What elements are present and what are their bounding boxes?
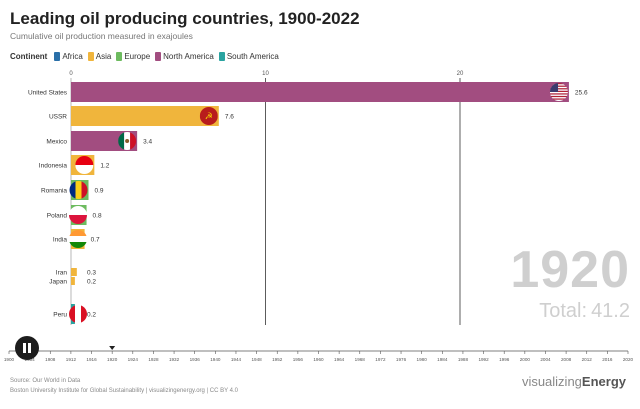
legend-swatch [87,52,94,61]
timeline-year-label: 2016 [602,357,613,362]
timeline-year-label: 1996 [499,357,510,362]
timeline-year-label: 1932 [169,357,180,362]
timeline-handle[interactable] [109,346,116,350]
legend-title: Continent [10,52,48,61]
legend-swatch [116,52,123,61]
value-label: 7.6 [225,114,234,121]
timeline-year-label: 1972 [375,357,386,362]
timeline-year-label: 2012 [582,357,593,362]
category-label: India [53,237,67,244]
timeline-year-label: 1960 [313,357,324,362]
legend-swatch [218,52,225,61]
category-label: Iran [56,270,68,277]
timeline-year-label: 1912 [66,357,77,362]
legend-swatch [155,52,162,61]
legend-label: South America [226,52,279,61]
ussr-flag-icon: ☭ [199,107,218,125]
legend-label: Europe [124,52,151,61]
current-year-display: 1920 [510,241,630,299]
timeline-year-label: 1908 [45,357,56,362]
romania-flag-icon [69,181,88,199]
value-label: 25.6 [575,90,588,97]
india-flag-icon [69,230,87,248]
mexico-flag-icon [118,132,137,150]
value-label: 3.4 [143,139,152,146]
indonesia-flag-icon [75,156,94,174]
chart-title: Leading oil producing countries, 1900-20… [10,9,360,28]
value-label: 1.2 [100,163,109,170]
brand-logo: visualizingEnergy [522,374,626,389]
timeline-year-label: 2004 [540,357,551,362]
legend: Continent Africa Asia Europe North Ameri… [10,52,284,61]
value-label: 0.2 [87,279,96,286]
bar-united-states [71,82,569,102]
total-label: Total: [539,300,588,322]
category-label: United States [28,90,68,97]
legend-item-africa[interactable]: Africa [54,52,83,61]
category-label: Peru [53,312,67,319]
pause-icon-bar [28,343,31,353]
legend-label: Africa [62,52,83,61]
category-label: Poland [47,213,68,220]
legend-item-north-america[interactable]: North America [155,52,214,61]
legend-label: North America [163,52,214,61]
timeline-year-label: 2000 [520,357,531,362]
legend-swatch [54,52,61,61]
timeline-year-label: 1992 [478,357,489,362]
timeline-year-label: 1964 [334,357,345,362]
timeline-year-label: 1924 [128,357,139,362]
legend-item-asia[interactable]: Asia [87,52,112,61]
x-tick-label: 0 [69,71,73,77]
bar-ussr [71,106,219,126]
poland-flag-icon [69,206,87,224]
timeline-year-label: 1944 [231,357,242,362]
pause-icon [23,343,26,353]
svg-text:☭: ☭ [205,111,213,121]
total-display: Total: 41.2 [539,301,630,321]
timeline-year-label: 1984 [437,357,448,362]
source-text: Source: Our World in Data [10,378,81,384]
category-label: Mexico [46,139,67,146]
timeline-year-label: 1956 [293,357,304,362]
category-label: Japan [49,279,67,286]
bar-japan [71,277,75,285]
bar-iran [71,268,77,276]
timeline-year-label: 1936 [190,357,201,362]
brand-bold: Energy [581,374,626,389]
timeline-year-label: 1948 [251,357,262,362]
timeline-year-label: 1980 [417,357,428,362]
timeline-year-label: 1900 [4,357,15,362]
value-label: 0.8 [93,213,102,220]
pause-button[interactable] [15,336,39,360]
value-label: 0.3 [87,270,96,277]
credits-text: Boston University Institute for Global S… [10,388,239,394]
timeline-year-label: 1920 [107,357,118,362]
timeline-year-label: 2008 [561,357,572,362]
value-label: 0.7 [91,237,100,244]
chart-subtitle: Cumulative oil production measured in ex… [10,31,193,41]
peru-flag-icon [69,305,87,323]
category-label: Romania [41,188,67,195]
timeline-year-label: 1928 [148,357,159,362]
brand-light: visualizing [521,374,582,389]
timeline-year-label: 1988 [458,357,469,362]
x-tick-label: 10 [262,71,269,77]
timeline-year-label: 1940 [210,357,221,362]
value-label: 0.2 [87,312,96,319]
legend-item-south-america[interactable]: South America [218,52,279,61]
category-label: Indonesia [39,163,68,170]
total-value: 41.2 [591,300,630,322]
category-label: USSR [49,114,67,121]
timeline-year-label: 1916 [86,357,97,362]
legend-label: Asia [95,52,112,61]
x-tick-label: 20 [457,71,464,77]
timeline-year-label: 1952 [272,357,283,362]
value-label: 0.9 [95,188,104,195]
timeline-year-label: 1968 [355,357,366,362]
us-flag-icon [549,83,568,101]
timeline-year-label: 1976 [396,357,407,362]
timeline-year-label: 2020 [623,357,634,362]
legend-item-europe[interactable]: Europe [116,52,150,61]
